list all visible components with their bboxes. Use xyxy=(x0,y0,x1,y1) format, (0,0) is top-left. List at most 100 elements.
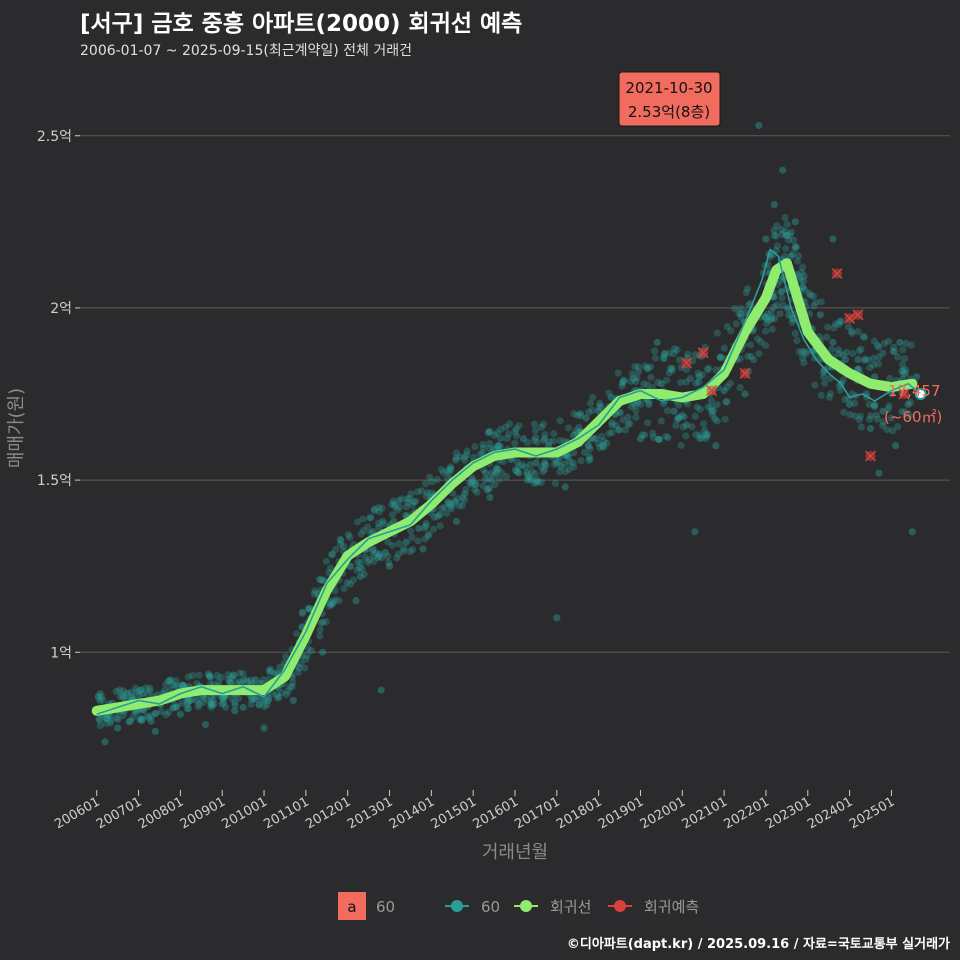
scatter-point xyxy=(705,364,713,372)
scatter-point xyxy=(304,644,312,653)
scatter-point xyxy=(772,232,780,240)
scatter-point xyxy=(347,562,355,571)
scatter-point xyxy=(365,556,373,564)
scatter-point xyxy=(515,422,523,430)
scatter-point xyxy=(871,373,879,381)
scatter-point xyxy=(762,341,770,349)
scatter-point xyxy=(206,700,215,708)
scatter-point xyxy=(360,570,368,579)
x-tick-label: 200701 xyxy=(94,794,144,832)
scatter-point xyxy=(179,681,187,689)
scatter-point xyxy=(524,439,532,447)
scatter-point xyxy=(490,471,498,479)
scatter-point xyxy=(433,476,441,484)
scatter-point xyxy=(776,310,784,318)
scatter-point xyxy=(372,549,380,557)
scatter-point xyxy=(540,436,548,444)
scatter-point xyxy=(908,528,916,536)
scatter-point xyxy=(288,683,296,691)
scatter-point xyxy=(870,401,879,409)
scatter-point xyxy=(310,590,318,598)
scatter-point xyxy=(628,370,636,378)
scatter-point xyxy=(561,460,569,468)
scatter-point xyxy=(255,701,263,709)
scatter-point xyxy=(802,349,810,358)
scatter-point xyxy=(747,352,755,361)
scatter-point xyxy=(762,314,770,322)
scatter-point xyxy=(133,688,141,696)
scatter-point xyxy=(660,353,668,362)
scatter-point xyxy=(364,558,372,567)
legend-regression-text: 회귀선 xyxy=(550,898,591,916)
scatter-point xyxy=(113,714,121,722)
scatter-point xyxy=(278,688,286,697)
scatter-point xyxy=(218,700,226,708)
scatter-point xyxy=(512,432,521,440)
scatter-point xyxy=(640,380,648,388)
scatter-point xyxy=(444,499,453,507)
scatter-point xyxy=(791,218,799,226)
scatter-point xyxy=(374,523,383,532)
scatter-point xyxy=(539,468,547,476)
scatter-point xyxy=(146,687,154,695)
scatter-point xyxy=(885,402,893,410)
scatter-point xyxy=(461,490,469,498)
scatter-point xyxy=(761,313,769,321)
scatter-point xyxy=(206,672,214,680)
scatter-point xyxy=(651,347,659,355)
scatter-point xyxy=(564,424,573,432)
scatter-point xyxy=(883,426,891,434)
scatter-point xyxy=(598,432,606,441)
scatter-point xyxy=(665,349,674,357)
scatter-point xyxy=(675,413,683,421)
legend-series-text: 60 xyxy=(481,898,500,916)
scatter-point xyxy=(503,434,511,443)
scatter-point xyxy=(385,559,393,567)
scatter-point xyxy=(199,698,207,707)
scatter-point xyxy=(384,538,392,546)
scatter-point xyxy=(762,327,770,335)
scatter-point xyxy=(569,431,578,439)
scatter-point xyxy=(826,390,835,398)
scatter-point xyxy=(96,722,105,730)
y-tick-label: 1.5억 xyxy=(37,473,72,489)
scatter-point xyxy=(713,401,721,409)
scatter-point xyxy=(799,283,807,292)
scatter-point xyxy=(743,285,752,293)
scatter-point xyxy=(226,678,234,686)
scatter-point xyxy=(357,530,365,538)
scatter-point xyxy=(222,703,230,711)
scatter-point xyxy=(353,518,362,526)
scatter-point xyxy=(700,426,709,434)
scatter-point xyxy=(231,698,239,707)
scatter-point xyxy=(248,679,256,687)
scatter-point xyxy=(566,458,574,466)
scatter-point xyxy=(446,469,454,477)
scatter-point xyxy=(437,466,446,474)
scatter-point xyxy=(887,414,895,422)
scatter-point xyxy=(389,497,398,505)
scatter-point xyxy=(443,467,452,475)
scatter-point xyxy=(485,475,493,483)
scatter-point xyxy=(573,411,582,419)
prediction-cross xyxy=(898,388,910,400)
scatter-point xyxy=(123,689,131,697)
scatter-point xyxy=(493,429,501,437)
scatter-point xyxy=(422,519,430,527)
scatter-point xyxy=(523,476,532,484)
scatter-point xyxy=(160,687,168,695)
x-tick-label: 201101 xyxy=(261,794,311,832)
scatter-point xyxy=(795,348,803,356)
scatter-point xyxy=(778,230,786,239)
scatter-point xyxy=(343,579,351,587)
scatter-point xyxy=(884,337,893,345)
scatter-point xyxy=(670,349,678,358)
scatter-point xyxy=(247,700,255,708)
scatter-point xyxy=(260,697,269,705)
scatter-point xyxy=(303,651,311,659)
scatter-point xyxy=(726,379,735,387)
scatter-point xyxy=(811,381,819,389)
scatter-point xyxy=(829,235,837,243)
scatter-point xyxy=(842,348,851,357)
scatter-point xyxy=(247,693,256,702)
